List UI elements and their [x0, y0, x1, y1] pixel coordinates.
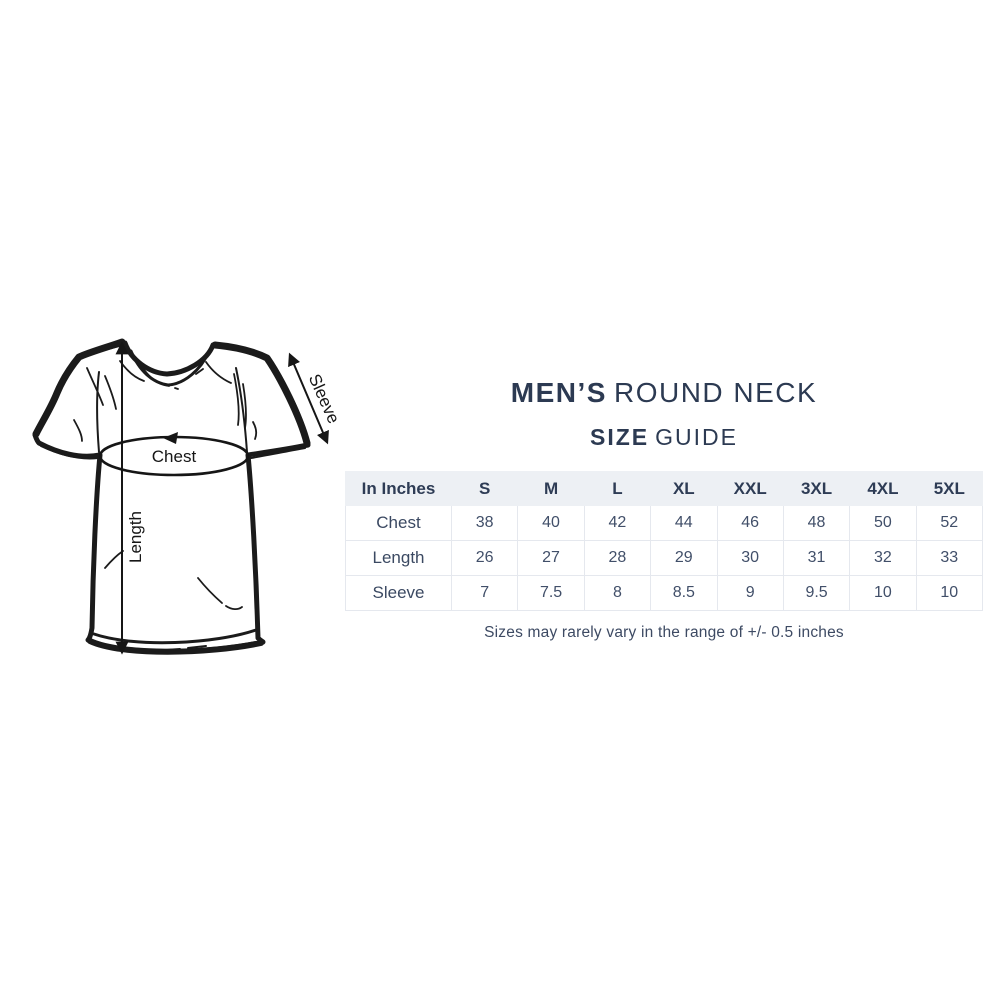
hem-dashes: [149, 645, 207, 652]
table-cell: 40: [517, 505, 585, 541]
table-row-sleeve: Sleeve 7 7.5 8 8.5 9 9.5 10 10: [345, 575, 984, 611]
collar-dash: [174, 368, 204, 390]
left-cuff-line: [40, 445, 99, 460]
page-subtitle: SIZE GUIDE: [345, 424, 983, 451]
page-title: MEN’S ROUND NECK: [345, 377, 983, 409]
table-cell: 52: [915, 505, 984, 541]
shoulder-heavy-stroke-left: [32, 338, 126, 438]
row-label-length: Length: [345, 540, 452, 576]
table-cell: 26: [450, 540, 519, 576]
table-cell: 32: [849, 540, 917, 576]
table-cell: 8: [583, 575, 652, 611]
table-cell: 29: [650, 540, 718, 576]
table-cell: 50: [849, 505, 917, 541]
column-header-size-m: M: [517, 471, 585, 506]
column-header-size-3xl: 3XL: [782, 471, 851, 506]
table-cell: 7.5: [517, 575, 585, 611]
table-row-length: Length 26 27 28 29 30 31 32 33: [345, 540, 984, 576]
hem-top-line: [92, 628, 258, 645]
column-header-size-xl: XL: [650, 471, 718, 506]
column-header-size-4xl: 4XL: [849, 471, 917, 506]
size-table: In Inches S M L XL XXL 3XL 4XL 5XL Chest…: [345, 471, 984, 611]
table-cell: 30: [716, 540, 784, 576]
table-cell: 10: [915, 575, 984, 611]
column-header-size-5xl: 5XL: [915, 471, 984, 506]
table-cell: 44: [650, 505, 718, 541]
chest-ellipse-arrowhead: [163, 432, 178, 444]
table-cell: 33: [915, 540, 984, 576]
tshirt-outline: [32, 340, 311, 654]
page-title-bold: MEN’S: [510, 377, 607, 408]
table-cell: 10: [849, 575, 917, 611]
table-cell: 31: [782, 540, 851, 576]
chest-label: Chest: [152, 447, 197, 466]
collar-rib-line: [139, 363, 170, 387]
table-cell: 8.5: [650, 575, 718, 611]
column-header-units: In Inches: [345, 471, 452, 506]
column-header-size-xxl: XXL: [716, 471, 784, 506]
table-cell: 48: [782, 505, 851, 541]
table-cell: 46: [716, 505, 784, 541]
tshirt-diagram-svg: Length Chest Sleeve: [32, 338, 344, 655]
table-row-chest: Chest 38 40 42 44 46 48 50 52: [345, 505, 984, 541]
table-cell: 42: [583, 505, 652, 541]
length-label: Length: [126, 511, 145, 563]
table-cell: 7: [450, 575, 519, 611]
tshirt-measurement-diagram: Length Chest Sleeve: [10, 322, 350, 672]
page-title-regular: ROUND NECK: [613, 377, 818, 408]
left-sleeve-seam: [96, 371, 100, 453]
right-sleeve-seam: [235, 367, 248, 453]
row-label-sleeve: Sleeve: [345, 575, 452, 611]
sleeve-arrow: [288, 352, 329, 445]
table-cell: 38: [450, 505, 519, 541]
size-table-header-row: In Inches S M L XL XXL 3XL 4XL 5XL: [345, 471, 984, 506]
right-cuff-line: [250, 447, 306, 459]
shoulder-heavy-stroke-right: [211, 341, 311, 447]
sleeve-label: Sleeve: [305, 371, 344, 426]
page-subtitle-regular: GUIDE: [655, 424, 738, 450]
column-header-size-l: L: [583, 471, 652, 506]
wrinkle-lines: [73, 360, 258, 611]
hem-heavy-stroke: [87, 638, 264, 655]
table-cell: 27: [517, 540, 585, 576]
footnote: Sizes may rarely vary in the range of +/…: [484, 624, 844, 641]
page-subtitle-bold: SIZE: [590, 424, 650, 450]
table-cell: 28: [583, 540, 652, 576]
column-header-size-s: S: [450, 471, 519, 506]
table-cell: 9.5: [782, 575, 851, 611]
row-label-chest: Chest: [345, 505, 452, 541]
table-cell: 9: [716, 575, 784, 611]
